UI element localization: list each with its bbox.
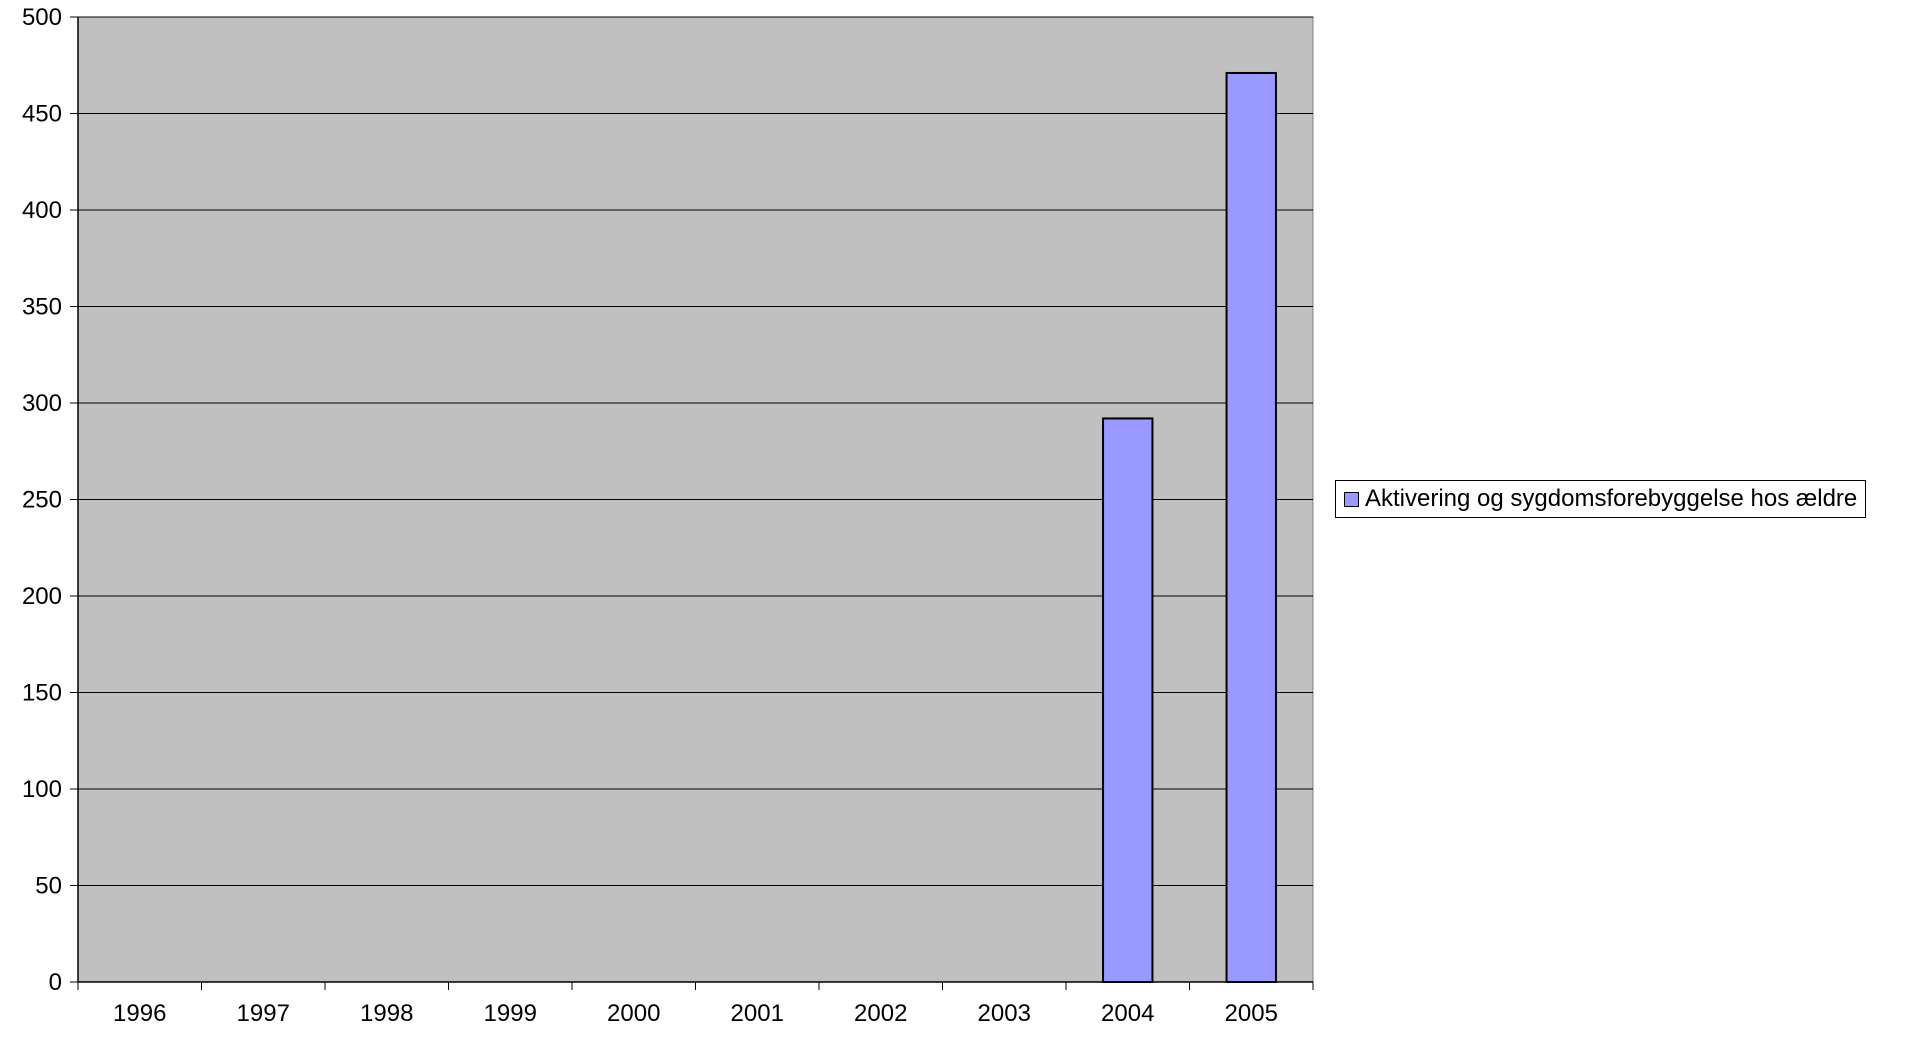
y-tick-label: 50 [35,873,62,900]
y-tick-label: 400 [22,197,62,224]
x-tick-label: 1996 [113,1000,166,1027]
x-tick-label: 1999 [484,1000,537,1027]
x-tick-label: 2000 [607,1000,660,1027]
legend: Aktivering og sygdomsforebyggelse hos æl… [1335,480,1867,518]
y-tick-label: 150 [22,680,62,707]
bar [1225,71,1277,984]
y-tick-label: 350 [22,294,62,321]
x-tick-label: 2001 [731,1000,784,1027]
x-tick-label: 2003 [978,1000,1031,1027]
x-tick-label: 2004 [1101,1000,1154,1027]
x-tick-label: 2005 [1225,1000,1278,1027]
x-tick-label: 1997 [237,1000,290,1027]
y-tick-label: 450 [22,101,62,128]
y-tick-label: 0 [49,969,62,996]
y-tick-label: 300 [22,390,62,417]
bar [1102,417,1154,983]
y-tick-label: 100 [22,776,62,803]
legend-swatch [1344,491,1359,507]
x-tick-label: 2002 [854,1000,907,1027]
x-tick-label: 1998 [360,1000,413,1027]
y-tick-label: 500 [22,4,62,31]
x-axis-ticks: 1996 1997 1998 1999 2000 2001 2002 2003 2004 2005 [77,982,1314,1027]
y-tick-label: 200 [22,583,62,610]
y-tick-label: 250 [22,487,62,514]
legend-label: Aktivering og sygdomsforebyggelse hos æl… [1365,485,1858,512]
y-axis-ticks: 0 50 100 150 200 250 300 350 400 450 500 [22,4,78,996]
